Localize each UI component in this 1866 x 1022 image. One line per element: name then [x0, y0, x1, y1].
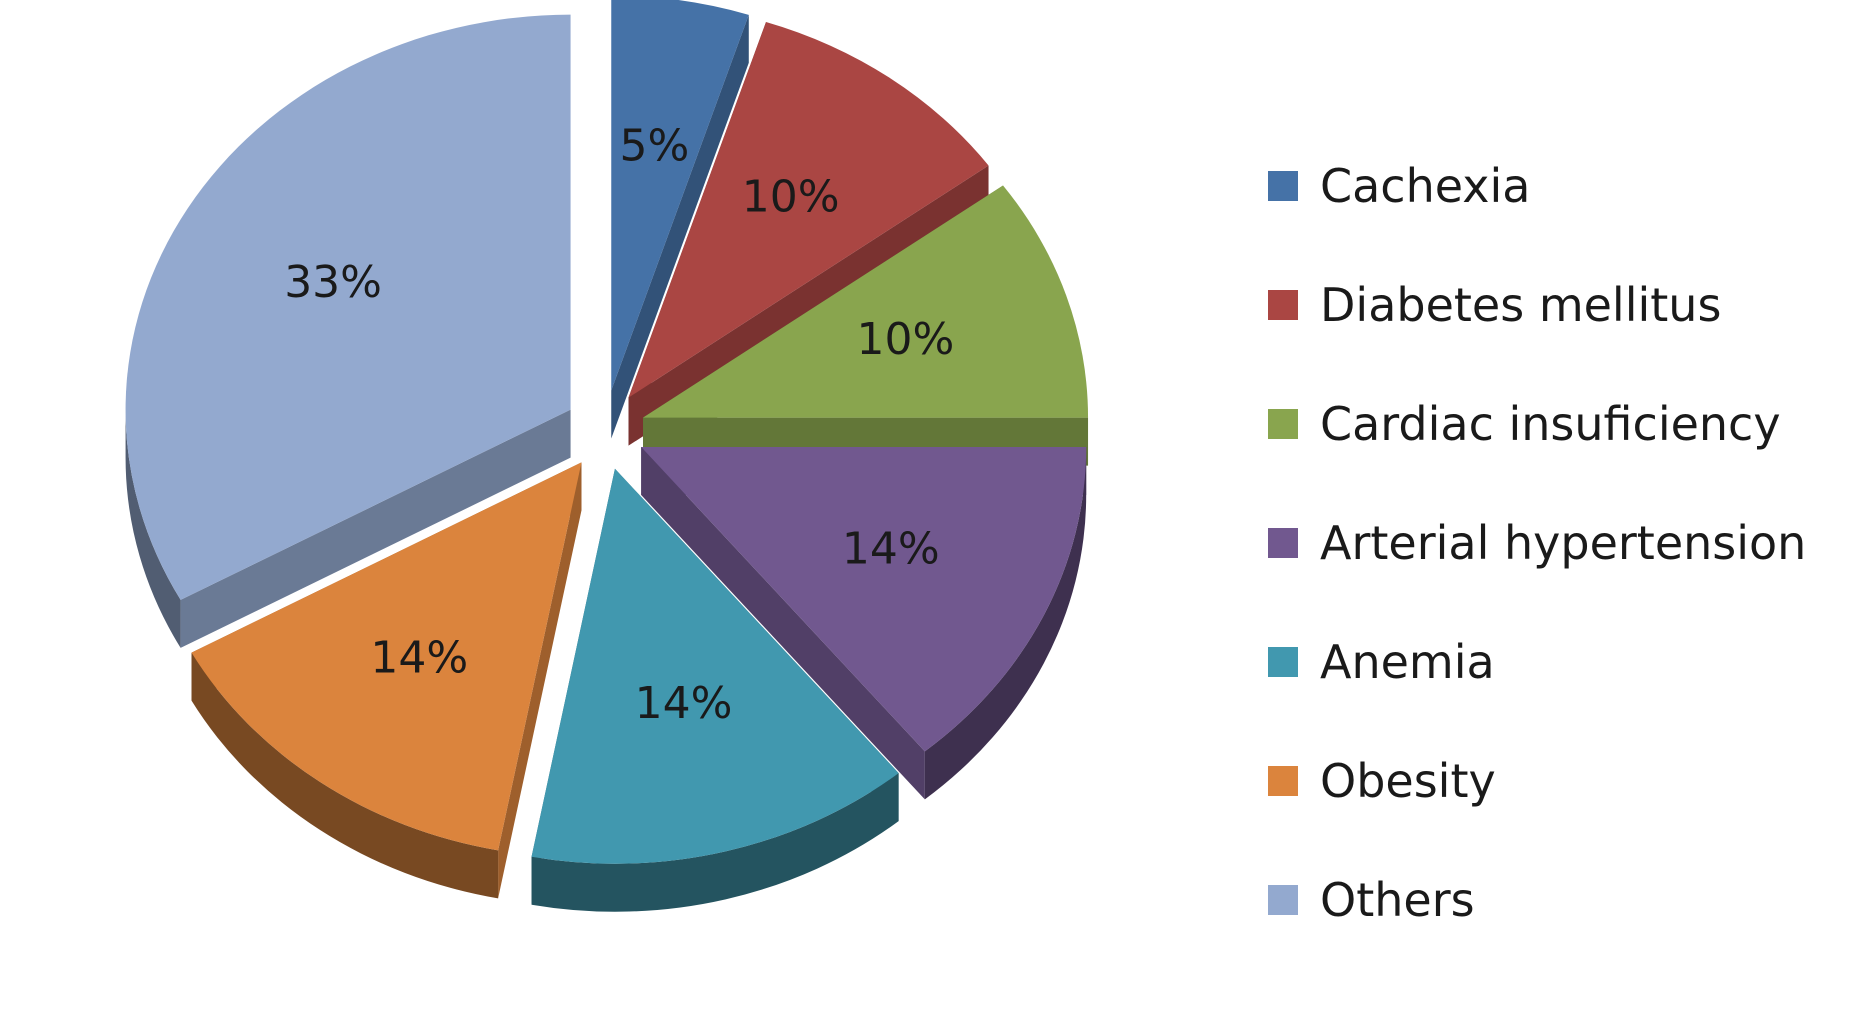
- legend-swatch: [1268, 171, 1298, 201]
- legend-swatch: [1268, 885, 1298, 915]
- chart-legend: Cachexia Diabetes mellitus Cardiac insufic…: [1268, 126, 1806, 959]
- data-label-cardiac-insuficiency: 10%: [857, 314, 955, 365]
- legend-label: Anemia: [1320, 635, 1495, 689]
- pie-slices: [126, 0, 1088, 912]
- data-label-cachexia: 5%: [620, 121, 690, 172]
- legend-label: Diabetes mellitus: [1320, 278, 1721, 332]
- legend-label: Arterial hypertension: [1320, 516, 1806, 570]
- data-label-anemia: 14%: [635, 678, 733, 729]
- data-label-diabetes-mellitus: 10%: [742, 172, 840, 223]
- legend-label: Cachexia: [1320, 159, 1530, 213]
- legend-item-others: Others: [1268, 840, 1806, 959]
- legend-swatch: [1268, 528, 1298, 558]
- legend-label: Obesity: [1320, 754, 1496, 808]
- legend-item-anemia: Anemia: [1268, 602, 1806, 721]
- legend-item-cachexia: Cachexia: [1268, 126, 1806, 245]
- legend-item-diabetes-mellitus: Diabetes mellitus: [1268, 245, 1806, 364]
- legend-swatch: [1268, 766, 1298, 796]
- legend-item-arterial-hypertension: Arterial hypertension: [1268, 483, 1806, 602]
- legend-item-cardiac-insuficiency: Cardiac insuficiency: [1268, 364, 1806, 483]
- data-label-others: 33%: [284, 257, 382, 308]
- data-label-obesity: 14%: [370, 632, 468, 683]
- legend-label: Others: [1320, 873, 1475, 927]
- legend-item-obesity: Obesity: [1268, 721, 1806, 840]
- legend-swatch: [1268, 290, 1298, 320]
- legend-swatch: [1268, 647, 1298, 677]
- legend-label: Cardiac insuficiency: [1320, 397, 1781, 451]
- legend-swatch: [1268, 409, 1298, 439]
- data-label-arterial-hypertension: 14%: [842, 523, 940, 574]
